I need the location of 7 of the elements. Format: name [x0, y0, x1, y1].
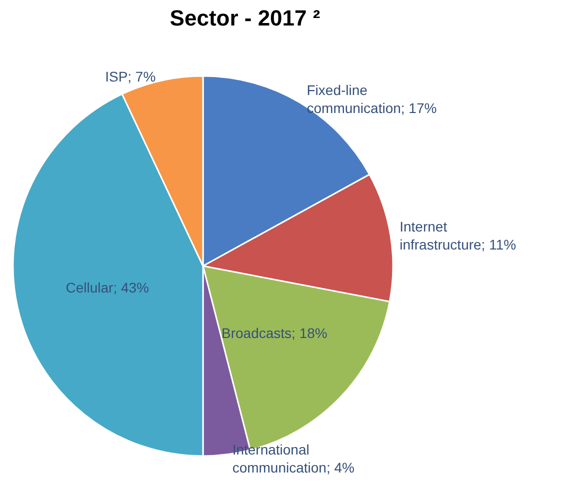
slice-label: Cellular; 43%: [66, 279, 149, 296]
slice-label: ISP; 7%: [105, 68, 156, 85]
slice-label: Broadcasts; 18%: [222, 325, 328, 342]
slice-label: International communication; 4%: [232, 441, 354, 476]
slice-label: Fixed-line communication; 17%: [306, 82, 437, 116]
slice-label: Internet infrastructure; 11%: [400, 218, 516, 253]
chart-title: Sector - 2017 ²: [170, 6, 320, 30]
